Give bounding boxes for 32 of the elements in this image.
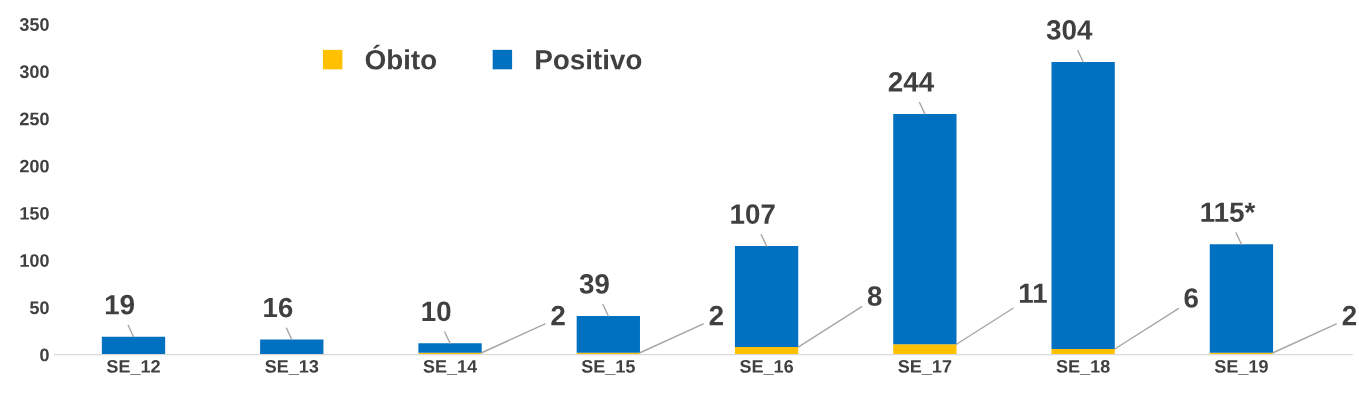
y-tick-label: 50 xyxy=(29,301,49,315)
legend-label: Positivo xyxy=(536,49,642,70)
data-label: 10 xyxy=(422,301,451,322)
data-label: 2 xyxy=(709,305,723,326)
x-tick-label: SE_18 xyxy=(1056,359,1110,375)
data-label: 8 xyxy=(867,286,882,306)
data-label: 2 xyxy=(1342,305,1357,326)
x-tick-label: SE_19 xyxy=(1214,359,1268,375)
data-label: 19 xyxy=(105,294,135,315)
x-tick-label: SE_15 xyxy=(581,359,635,375)
x-tick-label: SE_12 xyxy=(106,359,160,375)
y-tick-label: 300 xyxy=(19,65,49,79)
x-tick-label: SE_16 xyxy=(740,359,794,375)
data-label: 304 xyxy=(1046,20,1093,40)
data-label: 107 xyxy=(731,204,775,224)
y-tick-label: 200 xyxy=(20,159,49,173)
x-tick-label: SE_14 xyxy=(423,359,478,375)
data-label: 39 xyxy=(579,274,609,294)
data-label: 11 xyxy=(1019,283,1047,303)
data-label: 6 xyxy=(1184,288,1198,308)
y-tick-label: 100 xyxy=(20,254,49,267)
y-tick-label: 0 xyxy=(40,348,49,362)
data-label: 115* xyxy=(1201,202,1256,223)
data-label: 244 xyxy=(888,72,934,92)
y-tick-label: 250 xyxy=(20,112,49,126)
legend-label: Óbito xyxy=(365,44,437,70)
x-tick-label: SE_17 xyxy=(898,359,952,375)
x-tick-label: SE_13 xyxy=(265,359,319,375)
data-label: 16 xyxy=(264,297,293,318)
data-label: 2 xyxy=(551,305,565,326)
y-tick-label: 150 xyxy=(20,206,49,220)
y-tick-label: 350 xyxy=(19,18,49,31)
